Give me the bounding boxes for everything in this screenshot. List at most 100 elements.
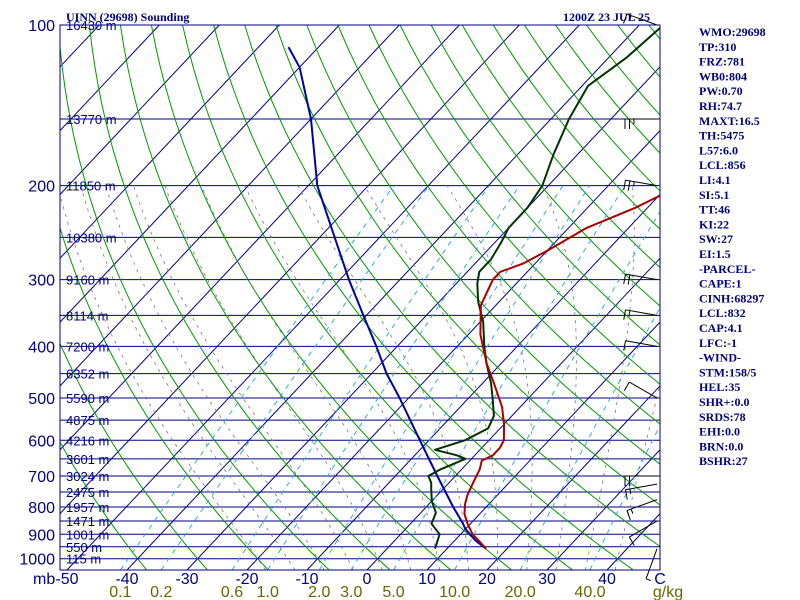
- index-value: BSHR:27: [699, 454, 748, 468]
- temperature-trace: [463, 194, 660, 550]
- plot-frame: [59, 24, 661, 571]
- index-value: WB0:804: [699, 69, 747, 83]
- wind-barb-half-flag: [645, 578, 651, 581]
- isotherm-line: [66, 25, 580, 570]
- pressure-tick-label: 700: [28, 469, 55, 486]
- grid-lines: [60, 25, 660, 570]
- index-value: CAPE:1: [699, 277, 742, 291]
- moist-adiabat: [244, 185, 441, 570]
- index-value: BRN:0.0: [699, 439, 743, 453]
- temperature-tick-label: -40: [115, 571, 138, 588]
- wind-barb-staff: [626, 499, 658, 512]
- indices-panel: WMO:29698TP:310FRZ:781WB0:804PW:0.70RH:7…: [699, 25, 766, 468]
- wind-barb-flag: [623, 273, 626, 285]
- mixing-ratio-label: 1.0: [257, 584, 279, 600]
- isotherm-line: [426, 321, 660, 570]
- dry-adiabat: [430, 25, 660, 307]
- height-label: 5590 m: [66, 391, 109, 406]
- wind-barb: [624, 475, 657, 487]
- index-value: PW:0.70: [699, 84, 743, 98]
- height-label: 10380 m: [66, 230, 117, 245]
- moist-adiabat: [542, 185, 577, 570]
- dry-adiabat: [182, 25, 573, 570]
- wind-barb-half-flag: [630, 508, 634, 514]
- height-label: 115 m: [66, 552, 101, 567]
- height-label: 16430 m: [66, 18, 117, 33]
- wind-barb-flag: [623, 13, 628, 24]
- isotherm-line: [126, 25, 640, 570]
- temperature-tick-label: 30: [538, 571, 556, 588]
- temperature-unit-label: C: [654, 571, 666, 588]
- isotherm-line: [366, 257, 660, 570]
- dry-adiabat: [337, 25, 660, 425]
- mixing-ratio-line: [318, 185, 564, 570]
- wind-barb-half-flag: [628, 310, 631, 316]
- dry-adiabat: [60, 342, 208, 570]
- wind-barbs: [623, 13, 658, 581]
- wind-barb: [645, 548, 658, 581]
- height-label: 1957 m: [66, 500, 109, 515]
- dry-adiabat: [60, 226, 269, 570]
- station-title: UINN (29698) Sounding: [66, 10, 189, 24]
- wind-barb-half-flag: [628, 15, 632, 21]
- mixing-ratio-line: [267, 185, 520, 570]
- moist-adiabat: [585, 185, 635, 570]
- index-value: HEL:35: [699, 380, 740, 394]
- wind-barb: [624, 118, 657, 129]
- wind-barb-staff: [629, 381, 658, 399]
- index-value: -PARCEL-: [699, 262, 755, 276]
- index-value: MAXT:16.5: [699, 114, 760, 128]
- dry-adiabat: [399, 25, 660, 346]
- wind-barb-flag: [627, 180, 631, 191]
- pressure-tick-label: 900: [28, 527, 55, 544]
- mixing-ratio-label: 0.1: [109, 584, 131, 600]
- dewpoint-trace: [427, 26, 660, 550]
- wind-barb-flag: [628, 536, 635, 546]
- wind-barb: [623, 13, 658, 26]
- wind-barb: [623, 273, 658, 285]
- mixing-ratio-label: 3.0: [340, 584, 362, 600]
- pressure-tick-label: 600: [28, 433, 55, 450]
- dry-adiabat: [306, 25, 660, 465]
- moist-adiabat: [297, 185, 469, 570]
- wind-barb: [623, 381, 658, 399]
- wind-barb: [628, 520, 658, 546]
- profile-lines: [287, 26, 660, 550]
- moist-adiabat: [363, 185, 499, 570]
- dry-adiabat: [88, 25, 391, 570]
- dry-adiabat: [244, 25, 660, 547]
- mixing-ratio-label: 40.0: [574, 584, 605, 600]
- wind-barb-staff: [625, 483, 658, 491]
- moist-adiabat: [614, 382, 660, 570]
- dry-adiabat: [150, 25, 513, 570]
- moist-adiabat: [80, 185, 296, 570]
- parcel-trace: [287, 46, 487, 550]
- mixing-ratio-label: 5.0: [382, 584, 404, 600]
- index-value: TH:5475: [699, 129, 744, 143]
- mixing-ratio-label: 10.0: [439, 584, 470, 600]
- wind-barb-half-flag: [632, 181, 635, 187]
- height-label: 1471 m: [66, 514, 109, 529]
- mixing-ratio-label: 0.6: [221, 584, 243, 600]
- isotherm-line: [60, 25, 340, 323]
- height-label: 4875 m: [66, 413, 109, 428]
- index-value: L57:6.0: [699, 143, 738, 157]
- pressure-tick-label: 400: [28, 339, 55, 356]
- moist-adiabat: [105, 185, 325, 570]
- mixing-ratio-line: [231, 185, 490, 570]
- mixing-ratio-line: [393, 185, 626, 570]
- isotherm-line: [186, 66, 660, 570]
- wind-barb-flag: [623, 381, 630, 391]
- dry-adiabat: [368, 25, 660, 385]
- temperature-tick-label: -50: [55, 571, 78, 588]
- isotherm-line: [60, 25, 520, 515]
- wind-barb-staff: [625, 309, 658, 316]
- index-value: SW:27: [699, 232, 733, 246]
- index-value: WMO:29698: [699, 25, 766, 39]
- wind-barb-half-flag: [629, 488, 632, 494]
- index-value: LI:4.1: [699, 173, 731, 187]
- index-value: CAP:4.1: [699, 321, 743, 335]
- moist-adiabat: [446, 185, 533, 570]
